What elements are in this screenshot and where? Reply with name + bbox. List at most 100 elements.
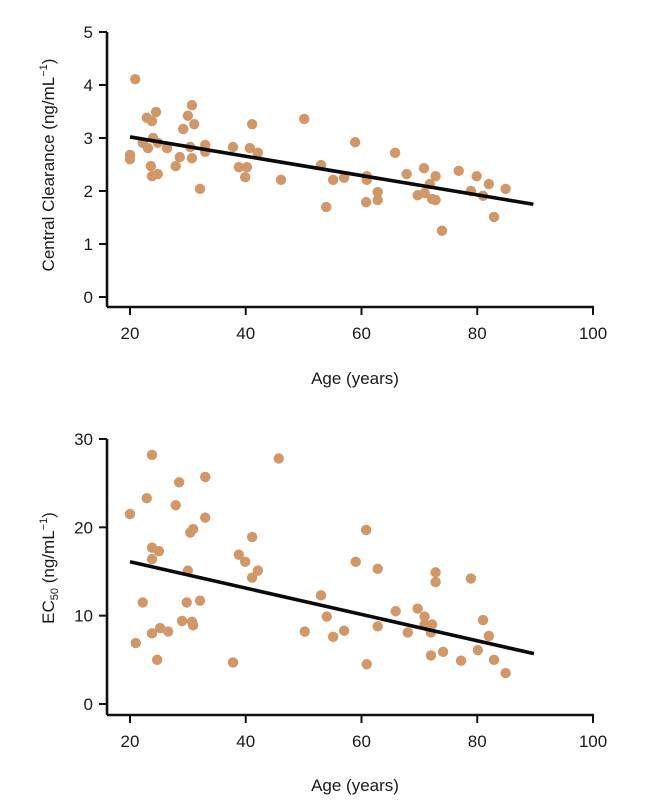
data-point — [173, 477, 185, 488]
data-point — [130, 73, 141, 85]
data-point — [471, 170, 482, 182]
x-tick-label: 60 — [352, 324, 371, 343]
x-tick-label: 80 — [468, 732, 487, 751]
regression-line — [129, 560, 535, 656]
data-point — [241, 161, 253, 173]
data-point — [275, 174, 287, 186]
data-point — [437, 646, 449, 658]
x-tick-label: 100 — [579, 324, 607, 343]
data-point — [372, 563, 383, 575]
data-point — [299, 626, 310, 637]
y-axis-label-rest: (ng/mL — [39, 530, 58, 588]
data-point — [152, 654, 163, 666]
data-point — [233, 161, 245, 173]
data-point — [186, 152, 198, 164]
data-point — [453, 165, 464, 177]
data-point — [233, 549, 245, 560]
data-point — [200, 471, 211, 483]
x-tick-label: 20 — [121, 324, 140, 343]
data-point — [200, 512, 211, 523]
data-point — [178, 123, 189, 135]
y-tick-label: 10 — [74, 607, 93, 626]
data-point — [124, 508, 136, 520]
clearance-vs-age-panel: Central Clearance (ng/mL−1) Age (years) … — [38, 23, 607, 388]
data-point — [488, 211, 500, 223]
data-point — [141, 492, 152, 504]
data-point — [244, 142, 256, 154]
y-tick-label: 30 — [74, 430, 93, 449]
data-point — [182, 110, 194, 121]
data-point — [390, 606, 401, 617]
data-point — [455, 655, 467, 666]
data-point — [430, 576, 441, 588]
data-point — [246, 531, 258, 543]
data-point — [430, 194, 441, 206]
y-axis-label: Central Clearance (ng/mL−1) — [38, 59, 58, 272]
data-point — [412, 603, 423, 614]
data-point — [162, 626, 174, 637]
data-point — [227, 141, 239, 153]
data-point — [350, 556, 361, 567]
data-point — [145, 160, 157, 172]
data-point — [483, 630, 495, 642]
data-point — [194, 595, 206, 606]
y-axis-label-main: Central Clearance (ng/mL — [39, 77, 58, 272]
data-point — [488, 654, 500, 666]
data-point — [299, 113, 310, 125]
data-point — [483, 178, 495, 190]
y-axis-label-sup: −1 — [38, 518, 50, 531]
y-tick-label: 3 — [84, 129, 93, 148]
x-tick-label: 40 — [236, 732, 255, 751]
data-point — [338, 172, 350, 183]
x-tick-label: 20 — [121, 732, 140, 751]
ec50-vs-age-panel: EC50 (ng/mL−1) Age (years) 0 10 20 30 20 40 60… — [38, 430, 607, 795]
x-tick-label: 40 — [236, 324, 255, 343]
data-point — [252, 565, 264, 576]
data-point — [246, 572, 258, 583]
data-point — [361, 659, 372, 670]
data-point — [327, 631, 339, 643]
y-tick-label: 5 — [84, 23, 93, 42]
data-point — [418, 163, 430, 174]
y-axis-label-close: ) — [39, 512, 58, 518]
data-point — [372, 194, 383, 206]
y-tick-label: 20 — [74, 518, 93, 537]
data-point — [152, 168, 163, 180]
x-tick-label: 60 — [352, 732, 371, 751]
data-point — [372, 621, 383, 632]
data-point — [372, 186, 383, 198]
data-point — [419, 611, 430, 622]
data-point — [246, 119, 258, 130]
data-point — [273, 453, 284, 464]
data-point — [425, 650, 437, 661]
data-point — [315, 590, 327, 601]
data-point — [161, 142, 173, 154]
data-point — [338, 625, 350, 636]
data-point — [401, 168, 412, 180]
y-axis-label-main: EC — [39, 600, 58, 624]
data-point — [321, 611, 332, 622]
x-axis-label: Age (years) — [311, 776, 399, 795]
data-point — [327, 174, 339, 186]
data-point — [130, 637, 141, 649]
data-point — [430, 170, 441, 182]
data-point — [181, 597, 192, 608]
data-point — [170, 160, 181, 172]
data-point — [176, 615, 188, 627]
data-point — [436, 225, 448, 236]
x-tick-label: 100 — [579, 732, 607, 751]
data-point — [189, 119, 200, 130]
data-point — [146, 553, 158, 565]
data-point — [477, 614, 489, 626]
data-point — [349, 137, 361, 148]
data-point — [419, 187, 430, 199]
y-axis-label: EC50 (ng/mL−1) — [38, 512, 61, 624]
x-axis-label: Age (years) — [311, 369, 399, 388]
data-point — [170, 500, 181, 511]
data-point — [239, 172, 251, 183]
y-axis-label-sup: −1 — [38, 64, 50, 77]
y-axis-label-close: ) — [39, 59, 58, 65]
data-point — [137, 597, 148, 608]
data-point — [360, 196, 372, 208]
